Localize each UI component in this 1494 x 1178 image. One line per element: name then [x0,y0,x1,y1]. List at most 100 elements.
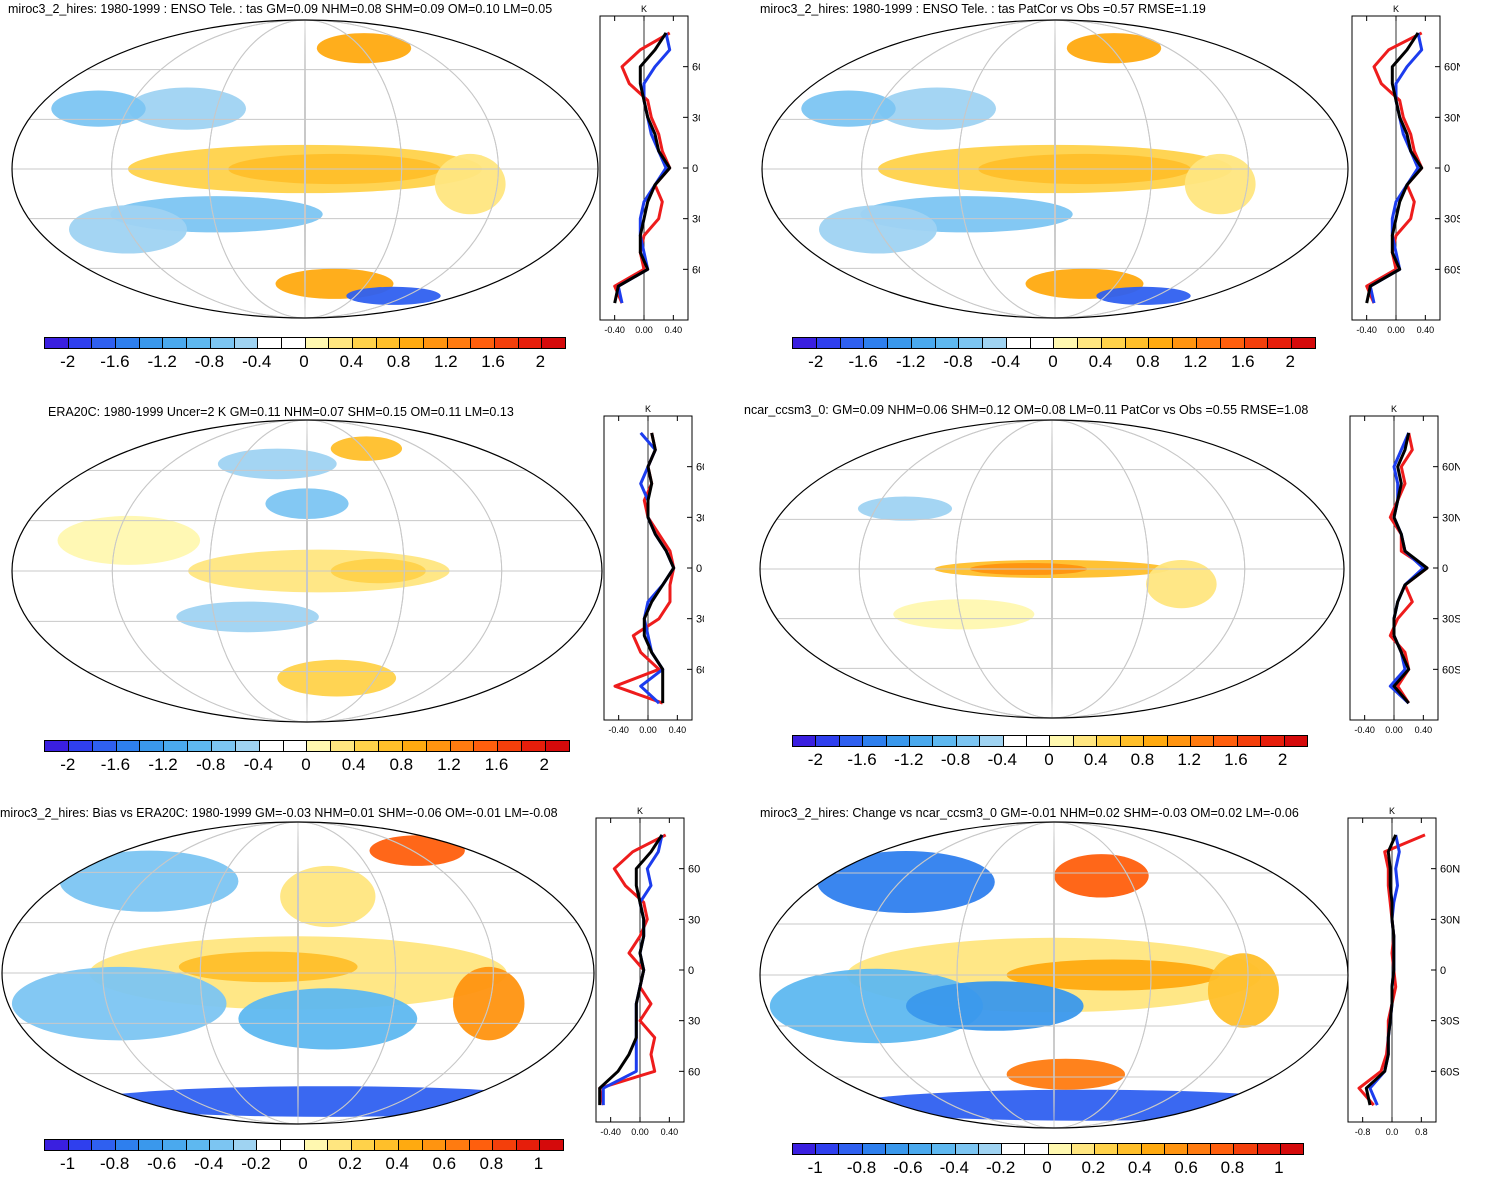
colorbar-segment [1071,1144,1096,1154]
colorbar-segment [424,338,448,348]
colorbar-segment [839,736,864,746]
graticule-lon [304,20,306,318]
colorbar-segment [522,741,547,751]
colorbar-segment [426,741,451,751]
map-border [11,19,599,319]
x-tick-label: 0.00 [635,325,653,335]
colorbar-tick-label: 1.6 [1230,352,1255,371]
x-tick-label: 0.00 [1385,725,1403,735]
colorbar-segment [355,741,380,751]
colorbar-segment [375,1140,399,1150]
colorbar-segment [140,741,165,751]
colorbar-tick-label: -0.6 [147,1154,177,1173]
colorbar-segment [1050,736,1074,746]
colorbar-segment [1027,736,1051,746]
lat-label: 60S [1440,1066,1460,1078]
lat-label: 60S [696,664,704,676]
anomaly-region [346,286,441,305]
colorbar-segment [210,338,235,348]
colorbar-segment [1078,338,1102,348]
colorbar-segment [45,1140,69,1150]
series-blue-line [616,32,672,304]
series-black-line [642,432,676,704]
graticule-lon [955,420,1149,718]
lat-label: 0 [696,563,702,575]
colorbar-segment [376,338,401,348]
colorbar-tick-label: 0.6 [1174,1158,1198,1177]
colorbar-segment [212,741,236,751]
colorbar-tick-label: 0.6 [432,1154,457,1173]
lat-label: 60N [1444,62,1460,74]
colorbar-segment [1292,338,1315,348]
panel-3-colorbar [44,740,570,752]
colorbar-segment [542,338,566,348]
anomaly-region [1184,153,1256,215]
lat-label: 0 [692,163,698,175]
series-black-line [598,834,664,1106]
colorbar-segment [258,338,282,348]
colorbar-segment [911,338,936,348]
anomaly-region [1006,1058,1126,1090]
colorbar-segment [1097,736,1121,746]
map-border [761,19,1349,319]
series-black-line [613,32,672,304]
unit-label: K [641,4,647,14]
lat-label: 30S [696,614,704,626]
colorbar-tick-label: -0.2 [985,1158,1016,1177]
colorbar-tick-label: 2 [539,755,549,774]
colorbar-tick-label: 1.2 [433,352,458,371]
x-tick-label: 0.00 [1387,325,1405,335]
unit-label: K [1389,806,1395,816]
graticule-lon [1053,822,1055,1128]
colorbar-segment [932,1144,956,1154]
colorbar-tick-label: -1.2 [895,352,926,371]
colorbar-tick-label: -1.6 [847,750,877,769]
colorbar-tick-label: -0.8 [99,1154,130,1173]
graticule-lon [859,822,1249,1128]
colorbar-tick-label: 2 [1285,352,1295,371]
colorbar-segment [1187,1144,1212,1154]
map-field [12,420,602,722]
x-tick-label: -0.40 [1354,725,1375,735]
colorbar-segment [331,741,356,751]
colorbar-segment [498,741,523,751]
colorbar-tick-label: 0.8 [1130,750,1155,769]
colorbar-tick-label: 0.2 [338,1154,362,1173]
colorbar-segment [68,1140,93,1150]
colorbar-segment [92,1140,116,1150]
colorbar-segment [162,1140,187,1150]
colorbar-segment [1002,1144,1026,1154]
colorbar-segment [546,741,569,751]
map-field [760,822,1348,1128]
colorbar-tick-label: -2 [807,750,823,769]
anomaly-region [1207,953,1279,1028]
series-red-line [1365,31,1424,304]
x-tick-label: 0.40 [1417,325,1435,335]
panel-6-title: miroc3_2_hires: Change vs ncar_ccsm3_0 G… [760,806,1299,820]
colorbar-segment [257,1140,281,1150]
colorbar-segment [1164,1144,1188,1154]
colorbar-segment [328,1140,352,1150]
colorbar-tick-label: -1 [807,1158,823,1177]
colorbar-segment [1030,338,1055,348]
lat-label: 60N [1440,864,1460,876]
map-field [2,822,594,1124]
colorbar-tick-label: -1.2 [148,755,178,774]
colorbar-segment [163,338,188,348]
colorbar-segment [471,338,496,348]
graticule-lon [1054,20,1056,318]
colorbar-segment [233,1140,258,1150]
colorbar-segment [910,736,934,746]
colorbar-segment [1120,736,1145,746]
colorbar-segment [1095,1144,1119,1154]
graticule-lon [957,20,1153,318]
map-border [11,419,603,723]
lat-label: 60S [692,264,700,276]
colorbar-tick-label: -0.4 [990,352,1021,371]
panel-4-map [759,419,1345,719]
colorbar-segment [379,741,403,751]
unit-label: K [645,404,651,414]
colorbar-tick-label: 0 [301,755,311,774]
colorbar-segment [840,338,865,348]
colorbar-tick-label: 0 [299,352,309,371]
